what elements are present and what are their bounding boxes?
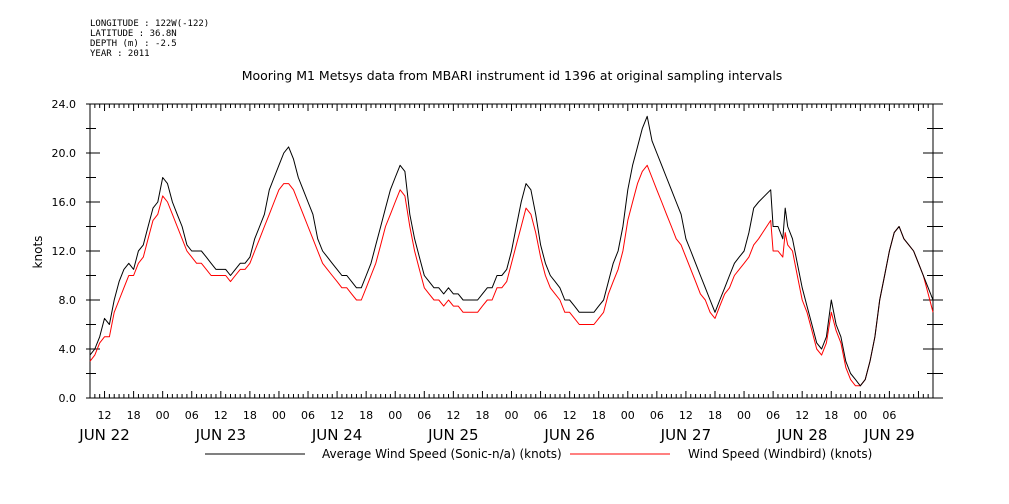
x-tick-label: 06 [534, 409, 548, 422]
x-day-label: JUN 25 [427, 426, 478, 444]
x-day-label: JUN 26 [543, 426, 594, 444]
x-tick-label: 06 [882, 409, 896, 422]
y-tick-label: 4.0 [59, 343, 77, 356]
x-tick-label: 00 [272, 409, 286, 422]
y-axis-label: knots [31, 236, 45, 269]
x-tick-label: 18 [127, 409, 141, 422]
x-tick-label: 18 [824, 409, 838, 422]
legend-label-windbird: Wind Speed (Windbird) (knots) [688, 447, 872, 461]
depth-label: DEPTH (m) : -2.5 [90, 39, 177, 49]
x-tick-label: 12 [446, 409, 460, 422]
y-tick-label: 12.0 [52, 245, 77, 258]
legend-label-average-wind: Average Wind Speed (Sonic-n/a) (knots) [322, 447, 562, 461]
year-label: YEAR : 2011 [90, 49, 150, 59]
legend: Average Wind Speed (Sonic-n/a) (knots) W… [205, 447, 872, 461]
y-tick-label: 24.0 [52, 98, 77, 111]
y-tick-label: 20.0 [52, 147, 77, 160]
x-tick-label: 18 [475, 409, 489, 422]
x-tick-label: 12 [98, 409, 112, 422]
axis-layer: 12 18 00 06 12 18 00 06 12 18 00 06 12 18 00 06 12 18 00 06… [52, 98, 943, 444]
x-tick-label: 06 [185, 409, 199, 422]
x-tick-label: 06 [301, 409, 315, 422]
x-tick-label: 12 [214, 409, 228, 422]
x-tick-label: 06 [650, 409, 664, 422]
x-day-label: JUN 29 [863, 426, 914, 444]
longitude-label: LONGITUDE : 122W(-122) [90, 19, 210, 29]
x-tick-label: 06 [766, 409, 780, 422]
x-tick-label: 18 [243, 409, 257, 422]
y-tick-label: 0.0 [59, 392, 77, 405]
x-tick-label: 00 [853, 409, 867, 422]
x-tick-label: 18 [359, 409, 373, 422]
metadata-block: LONGITUDE : 122W(-122) LATITUDE : 36.8N … [90, 19, 209, 59]
x-tick-label: 12 [795, 409, 809, 422]
x-day-label: JUN 28 [776, 426, 827, 444]
x-tick-label: 00 [505, 409, 519, 422]
x-day-label: JUN 27 [660, 426, 711, 444]
series-line-windbird [89, 164, 934, 387]
series-line-average-wind [89, 115, 934, 387]
x-tick-label: 18 [708, 409, 722, 422]
x-tick-label: 00 [621, 409, 635, 422]
x-tick-label: 00 [388, 409, 402, 422]
x-tick-label: 18 [592, 409, 606, 422]
series-layer [89, 115, 934, 387]
x-day-label: JUN 22 [78, 426, 129, 444]
x-day-label: JUN 24 [311, 426, 362, 444]
y-tick-label: 8.0 [59, 294, 77, 307]
chart-title: Mooring M1 Metsys data from MBARI instru… [242, 68, 783, 83]
x-tick-label: 12 [330, 409, 344, 422]
y-tick-label: 16.0 [52, 196, 77, 209]
x-tick-label: 12 [679, 409, 693, 422]
x-day-label: JUN 23 [195, 426, 246, 444]
x-tick-label: 00 [156, 409, 170, 422]
latitude-label: LATITUDE : 36.8N [90, 29, 177, 39]
x-tick-label: 12 [563, 409, 577, 422]
x-tick-label: 00 [737, 409, 751, 422]
x-tick-label: 06 [417, 409, 431, 422]
